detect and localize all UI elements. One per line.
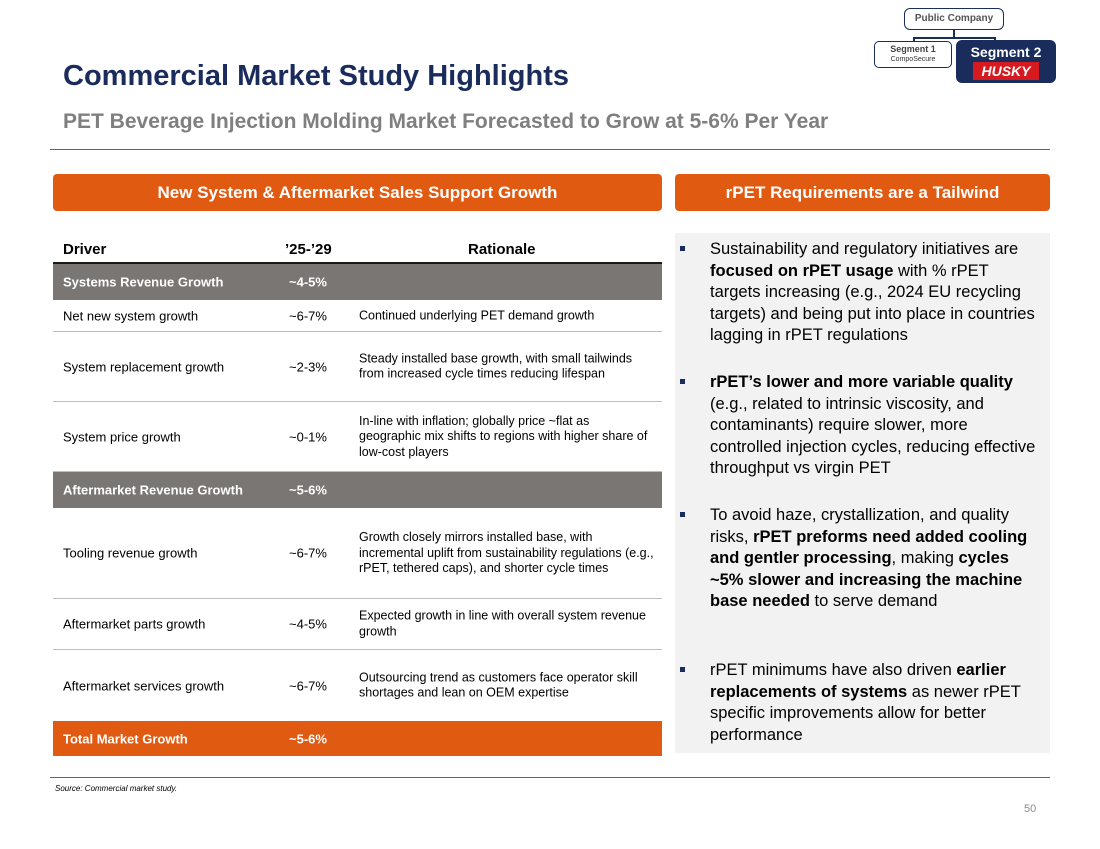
footer-divider [50, 777, 1050, 778]
row-rationale: Growth closely mirrors installed base, w… [359, 529, 654, 575]
table-row: System price growth ~0-1% In-line with i… [53, 402, 662, 472]
page-subtitle: PET Beverage Injection Molding Market Fo… [63, 110, 829, 133]
public-company-badge: Public Company [904, 8, 1004, 30]
segment-1-label: Segment 1 [890, 44, 936, 54]
row-driver: Net new system growth [63, 308, 199, 323]
table-row: Tooling revenue growth ~6-7% Growth clos… [53, 508, 662, 599]
bullet-text: To avoid haze, crystallization, and qual… [710, 506, 1028, 610]
row-driver: Total Market Growth [63, 731, 188, 746]
row-range: ~6-7% [289, 545, 327, 561]
column-header-period: ’25-’29 [285, 241, 332, 258]
badge-connector-horizontal [913, 37, 995, 39]
row-range: ~4-5% [289, 274, 327, 290]
segment-1-badge: Segment 1 CompoSecure [874, 41, 952, 68]
row-driver: System price growth [63, 429, 181, 444]
row-rationale: Continued underlying PET demand growth [359, 307, 595, 322]
row-driver: Aftermarket services growth [63, 678, 225, 693]
table-row-systems-revenue: Systems Revenue Growth ~4-5% [53, 264, 662, 300]
table-row: Net new system growth ~6-7% Continued un… [53, 300, 662, 332]
row-range: ~5-6% [289, 731, 327, 746]
page-title: Commercial Market Study Highlights [63, 60, 569, 92]
bullet-text: rPET’s lower and more variable quality (… [710, 373, 1036, 477]
growth-section-header: New System & Aftermarket Sales Support G… [53, 174, 662, 211]
segment-2-badge: Segment 2 HUSKY [956, 40, 1056, 83]
row-rationale: Steady installed base growth, with small… [359, 351, 633, 381]
row-range: ~6-7% [289, 308, 327, 323]
row-driver: Aftermarket Revenue Growth [63, 482, 243, 498]
square-bullet-icon [680, 512, 685, 517]
row-range: ~6-7% [289, 678, 327, 693]
row-range: ~4-5% [289, 616, 327, 632]
row-driver: System replacement growth [63, 359, 225, 374]
table-row: Aftermarket services growth ~6-7% Outsou… [53, 650, 662, 721]
square-bullet-icon [680, 246, 685, 251]
table-row: System replacement growth ~2-3% Steady i… [53, 332, 662, 402]
table-row-aftermarket-revenue: Aftermarket Revenue Growth ~5-6% [53, 472, 662, 508]
square-bullet-icon [680, 379, 685, 384]
row-rationale: Expected growth in line with overall sys… [359, 608, 646, 639]
badge-connector-left [913, 37, 915, 42]
rpet-section-header: rPET Requirements are a Tailwind [675, 174, 1050, 211]
composecure-logo: CompoSecure [890, 56, 936, 63]
rpet-bullets-panel: Sustainability and regulatory initiative… [675, 233, 1050, 753]
badge-connector-vertical [953, 30, 955, 38]
row-range: ~0-1% [289, 429, 327, 444]
row-rationale: In-line with inflation; globally price ~… [359, 413, 648, 459]
page-number: 50 [1024, 803, 1037, 815]
source-note: Source: Commercial market study. [55, 784, 178, 793]
badge-connector-right [994, 37, 996, 41]
bullet-text: Sustainability and regulatory initiative… [710, 240, 1035, 344]
square-bullet-icon [680, 667, 685, 672]
table-header-row: Driver ’25-’29 Rationale [53, 232, 662, 264]
growth-drivers-table: Driver ’25-’29 Rationale Systems Revenue… [53, 232, 662, 756]
column-header-driver: Driver [63, 241, 107, 258]
segment-2-label: Segment 2 [970, 44, 1042, 60]
row-range: ~5-6% [289, 482, 327, 498]
bullet-text: rPET minimums have also driven earlier r… [710, 661, 1021, 744]
row-driver: Aftermarket parts growth [63, 616, 206, 632]
header-divider [50, 149, 1050, 150]
row-driver: Tooling revenue growth [63, 545, 198, 561]
row-driver: Systems Revenue Growth [63, 274, 224, 290]
row-rationale: Outsourcing trend as customers face oper… [359, 670, 638, 700]
husky-logo: HUSKY [973, 62, 1039, 80]
column-header-rationale: Rationale [468, 241, 536, 258]
table-row-total-market: Total Market Growth ~5-6% [53, 721, 662, 756]
row-range: ~2-3% [289, 359, 327, 374]
table-row: Aftermarket parts growth ~4-5% Expected … [53, 599, 662, 650]
